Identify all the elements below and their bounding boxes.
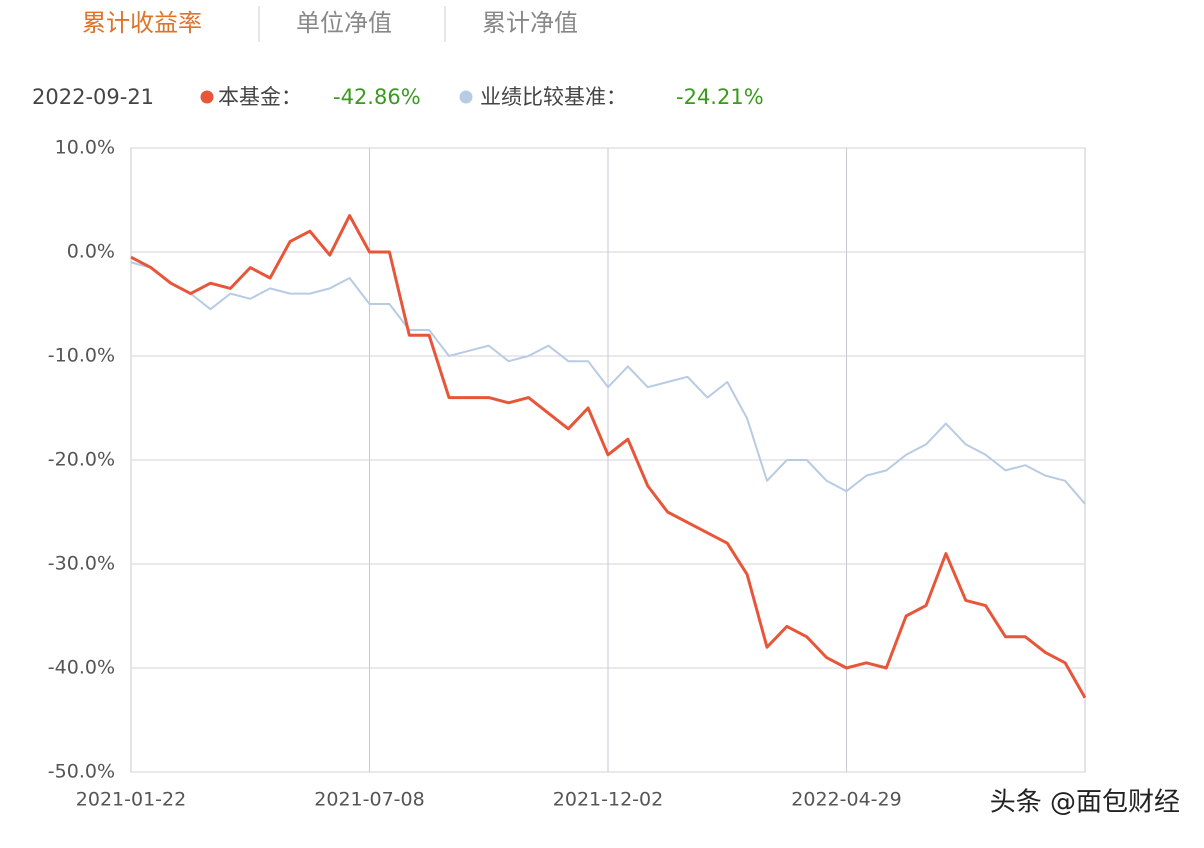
readout-value: -24.21% [676,85,764,109]
readout-value: -42.86% [333,85,421,109]
legend-label: 业绩比较基准： [480,85,627,109]
readout-date: 2022-09-21 [32,85,154,109]
x-tick-label: 2021-07-08 [314,789,424,811]
y-tick-label: -10.0% [48,345,115,367]
y-tick-label: -40.0% [48,657,115,679]
legend-dot [200,90,214,104]
watermark: 头条 @面包财经 [990,788,1180,818]
legend-label: 本基金： [218,85,302,109]
x-tick-label: 2021-01-22 [76,789,186,811]
x-tick-label: 2021-12-02 [553,789,663,811]
y-tick-label: -30.0% [48,553,115,575]
x-tick-label: 2022-04-29 [791,789,901,811]
y-tick-label: -50.0% [48,761,115,783]
y-tick-label: 0.0% [67,241,115,263]
legend-dot [459,90,473,104]
series-line [130,214,1087,699]
tab[interactable]: 累计净值 [482,9,578,37]
series-line [130,261,1086,505]
tab[interactable]: 单位净值 [296,9,392,37]
tab[interactable]: 累计收益率 [82,9,202,37]
y-tick-label: 10.0% [55,137,115,159]
y-tick-label: -20.0% [48,449,115,471]
